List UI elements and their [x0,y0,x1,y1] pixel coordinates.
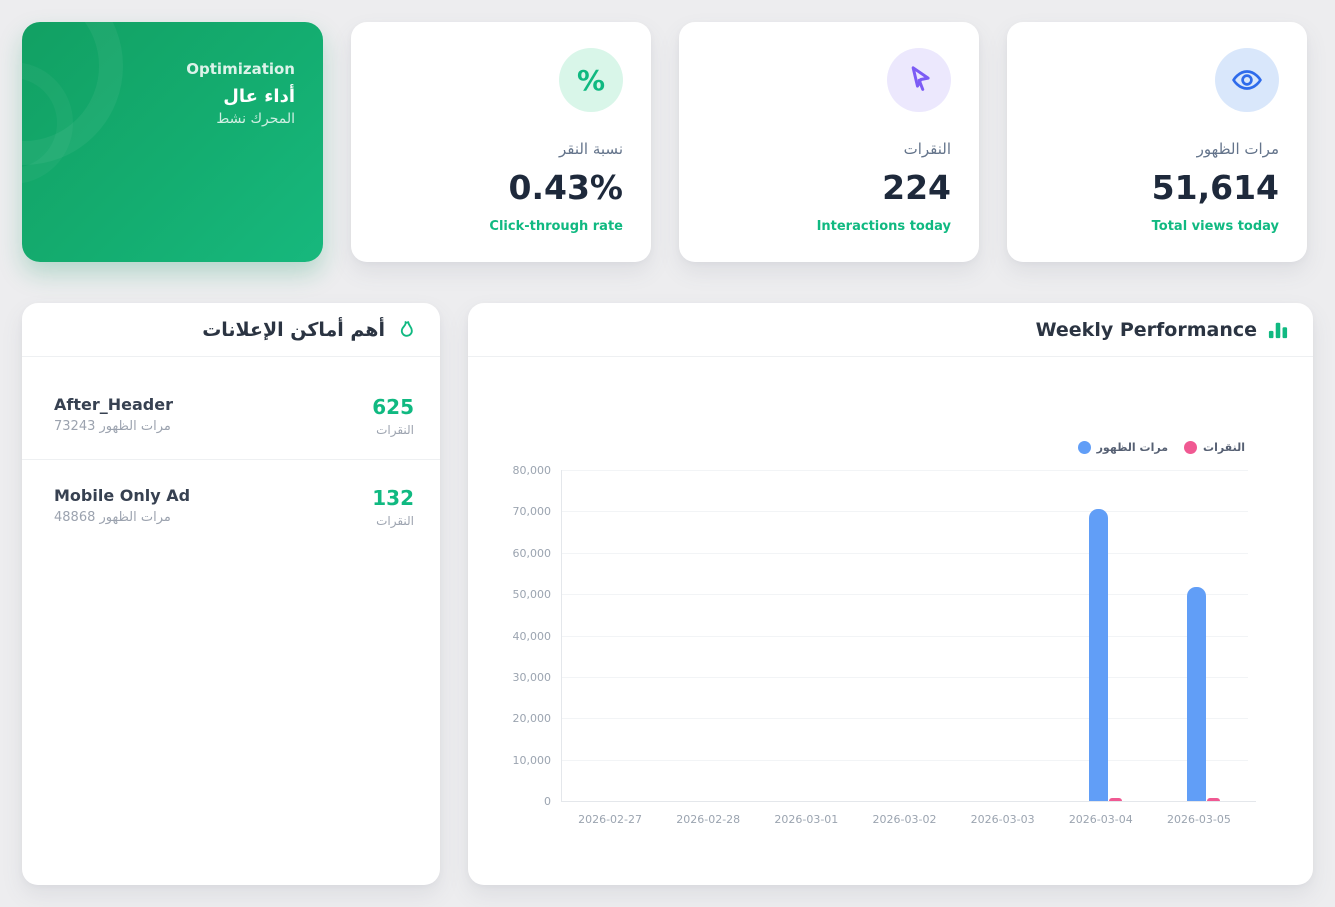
placement-name: Mobile Only Ad [54,486,191,505]
gridline [561,552,1248,554]
placement-impressions: 73243 مرات الظهور [54,419,171,434]
divider [468,356,1313,357]
stats-row: Optimization أداء عال المحرك نشط % نسبة … [22,22,1313,262]
percent-icon: % [559,48,623,112]
y-tick-label: 60,000 [512,546,552,560]
chart-legend: مرات الظهور النقرات [1077,441,1245,454]
status-badge: Optimization [186,60,295,78]
ctr-stat-card: % نسبة النقر 0.43% Click-through rate [351,22,651,262]
bar-clicks-2026-03-05[interactable] [1206,798,1220,801]
legend-item-impressions[interactable]: مرات الظهور [1077,441,1169,454]
placements-header: أهم أماكن الإعلانات [22,303,440,356]
bar-impressions-2026-03-04[interactable] [1088,509,1108,801]
weekly-performance-card: Weekly Performance مرات الظهور النقرات 0… [468,303,1313,885]
placement-clicks: 625 النقرات [372,395,414,437]
y-tick-label: 30,000 [512,670,552,684]
divider [22,356,440,357]
stat-value: 224 [882,168,951,207]
placement-name: After_Header [54,395,173,414]
top-placements-card: أهم أماكن الإعلانات After_Header 73243 م… [22,303,440,885]
stat-caption: Click-through rate [489,219,623,234]
legend-dot-impressions [1077,441,1091,454]
gridline [561,511,1248,513]
content-row: أهم أماكن الإعلانات After_Header 73243 م… [22,303,1313,885]
clicks-value: 132 [372,486,414,510]
eye-icon [1215,48,1279,112]
y-tick-label: 0 [544,795,551,808]
placement-clicks: 132 النقرات [372,486,414,528]
stat-value: 51,614 [1151,168,1279,207]
legend-item-clicks[interactable]: النقرات [1184,441,1245,454]
gridline [561,676,1248,678]
x-tick-label: 2026-03-05 [1166,813,1231,826]
gridline [561,718,1248,720]
placement-impressions: 48868 مرات الظهور [54,510,171,525]
flame-icon [395,319,416,340]
y-tick-label: 40,000 [512,629,552,643]
x-tick-label: 2026-03-03 [970,813,1035,826]
x-axis-line [561,801,1256,802]
legend-label: النقرات [1203,441,1245,454]
optimization-status-card: Optimization أداء عال المحرك نشط [22,22,323,262]
chart-header: Weekly Performance [468,303,1313,356]
chart-title: Weekly Performance [1035,318,1257,341]
y-tick-label: 20,000 [512,712,552,726]
placement-info: Mobile Only Ad 48868 مرات الظهور [54,486,190,525]
placement-row: After_Header 73243 مرات الظهور 625 النقر… [22,357,440,459]
gridline [561,594,1248,596]
gridline [561,470,1248,471]
placement-info: After_Header 73243 مرات الظهور [54,395,173,434]
status-title: أداء عال [223,86,295,107]
bar-clicks-2026-03-04[interactable] [1108,798,1122,801]
impressions-stat-card: مرات الظهور 51,614 Total views today [1007,22,1307,262]
stat-value: 0.43% [508,168,624,207]
bar-chart-icon [1267,320,1289,340]
y-axis-line [561,470,562,801]
gridline [561,635,1248,637]
percent-glyph: % [576,63,606,97]
stat-label: النقرات [903,140,951,158]
x-tick-label: 2026-03-02 [872,813,937,826]
y-tick-label: 70,000 [512,505,552,519]
x-tick-label: 2026-02-27 [578,813,643,826]
chart-canvas: مرات الظهور النقرات 0 10,000 20,000 30,000 4… [468,357,1311,885]
y-tick-label: 10,000 [512,753,552,767]
cursor-icon [887,48,951,112]
x-tick-label: 2026-02-28 [676,813,741,826]
stat-caption: Total views today [1151,219,1279,234]
x-tick-label: 2026-03-04 [1068,813,1133,826]
placements-list: After_Header 73243 مرات الظهور 625 النقر… [22,357,440,550]
clicks-label: النقرات [376,514,414,528]
placements-title: أهم أماكن الإعلانات [202,318,385,341]
stat-label: مرات الظهور [1196,140,1279,158]
clicks-value: 625 [372,395,414,419]
legend-dot-clicks [1184,441,1198,454]
bar-impressions-2026-03-05[interactable] [1186,587,1206,801]
y-tick-label: 80,000 [512,464,552,477]
status-subtitle: المحرك نشط [216,111,295,127]
stat-label: نسبة النقر [558,140,623,158]
clicks-label: النقرات [376,423,414,437]
clicks-stat-card: النقرات 224 Interactions today [679,22,979,262]
gridline [561,759,1248,761]
stat-caption: Interactions today [816,219,951,234]
x-tick-label: 2026-03-01 [774,813,839,826]
placement-row: Mobile Only Ad 48868 مرات الظهور 132 الن… [22,460,440,550]
divider [22,459,440,460]
legend-label: مرات الظهور [1096,441,1169,454]
y-tick-label: 50,000 [512,588,552,602]
